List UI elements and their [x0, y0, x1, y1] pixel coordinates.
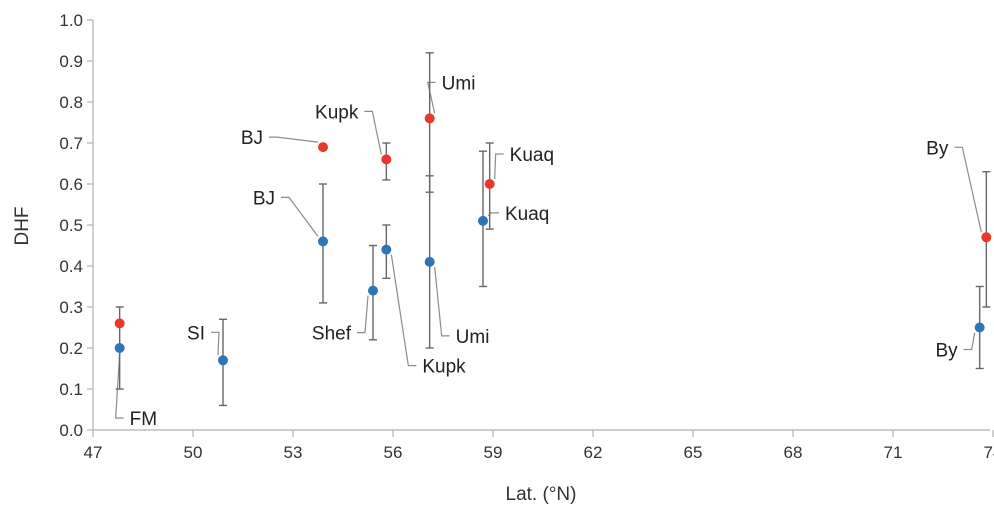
x-tick-label: 71 [884, 443, 903, 462]
x-tick-label: 53 [284, 443, 303, 462]
point-red-umi [424, 113, 435, 124]
y-axis-title: DHF [12, 206, 33, 245]
annotation-label-kuaq: Kuaq [510, 145, 554, 166]
axes: 0.0 0.1 0.2 0.3 0.4 0.5 0.6 0.7 0.8 0.9 1.0 47 50 53 5… [59, 11, 994, 462]
y-tick-label: 0.1 [59, 380, 83, 399]
leader-line [115, 352, 124, 419]
point-blue-fm [114, 343, 125, 353]
point-red-bj [318, 142, 328, 153]
leader-line [269, 136, 319, 143]
point-red-kupk [381, 154, 392, 165]
point-blue-umi [424, 256, 435, 267]
y-tick-label: 0.8 [59, 93, 83, 112]
x-tick-label: 59 [484, 443, 503, 462]
x-tick-label: 47 [84, 443, 103, 462]
x-tick-label: 62 [584, 443, 603, 462]
point-red-fm [114, 318, 125, 329]
y-tick-label: 0.0 [59, 421, 83, 440]
data-points [114, 113, 992, 366]
error-bars [115, 52, 991, 407]
annotation-label-kupk: Kupk [315, 102, 359, 123]
y-tick-label: 0.6 [59, 175, 83, 194]
leader-line [364, 110, 382, 155]
leader-line [426, 81, 436, 114]
y-tick-label: 0.3 [59, 298, 83, 317]
leader-line [390, 254, 417, 367]
leader-line [494, 153, 504, 180]
y-tick-label: 0.7 [59, 134, 83, 153]
annotation-label-shef: Shef [312, 324, 352, 345]
annotation-label-bj: BJ [253, 188, 275, 209]
leader-line [963, 332, 976, 351]
x-tick-label: 65 [684, 443, 703, 462]
point-blue-by [974, 322, 985, 333]
point-blue-bj [318, 236, 328, 247]
leader-line [357, 295, 369, 334]
annotation-label-si: SI [187, 323, 205, 344]
annotation-label-kupk: Kupk [422, 357, 466, 378]
leader-line [434, 266, 450, 337]
point-red-kuaq [484, 179, 495, 189]
annotation-labels: BJKupkUmiKuaqByBJKuaqSIShefUmiKupkFMByRe… [130, 73, 958, 430]
y-tick-label: 0.2 [59, 339, 83, 358]
y-tick-label: 0.4 [59, 257, 83, 276]
y-tick-label: 1.0 [59, 11, 83, 30]
annotation-label-by: By [926, 138, 949, 159]
x-tick-label: 74 [984, 443, 994, 462]
y-tick-label: 0.5 [59, 216, 83, 235]
annotation-label-bj: BJ [241, 128, 263, 149]
annotation-leaders [115, 81, 982, 419]
x-tick-label: 68 [784, 443, 803, 462]
point-blue-shef [368, 285, 378, 296]
leader-line [281, 196, 319, 237]
leader-line [211, 331, 220, 356]
x-axis-title: Lat. (°N) [506, 484, 577, 505]
point-blue-kuaq [478, 215, 488, 226]
annotation-label-umi: Umi [456, 327, 490, 348]
annotation-label-by: By [935, 341, 958, 362]
annotation-label-kuaq: Kuaq [505, 204, 549, 225]
point-blue-kupk [381, 244, 392, 255]
annotation-label-umi: Umi [442, 73, 476, 94]
leader-line [954, 146, 982, 233]
y-tick-label: 0.9 [59, 52, 83, 71]
point-blue-si [218, 355, 228, 366]
x-tick-label: 50 [184, 443, 203, 462]
point-red-by [981, 232, 992, 243]
x-tick-label: 56 [384, 443, 403, 462]
annotation-label-fm: FM [130, 409, 157, 430]
